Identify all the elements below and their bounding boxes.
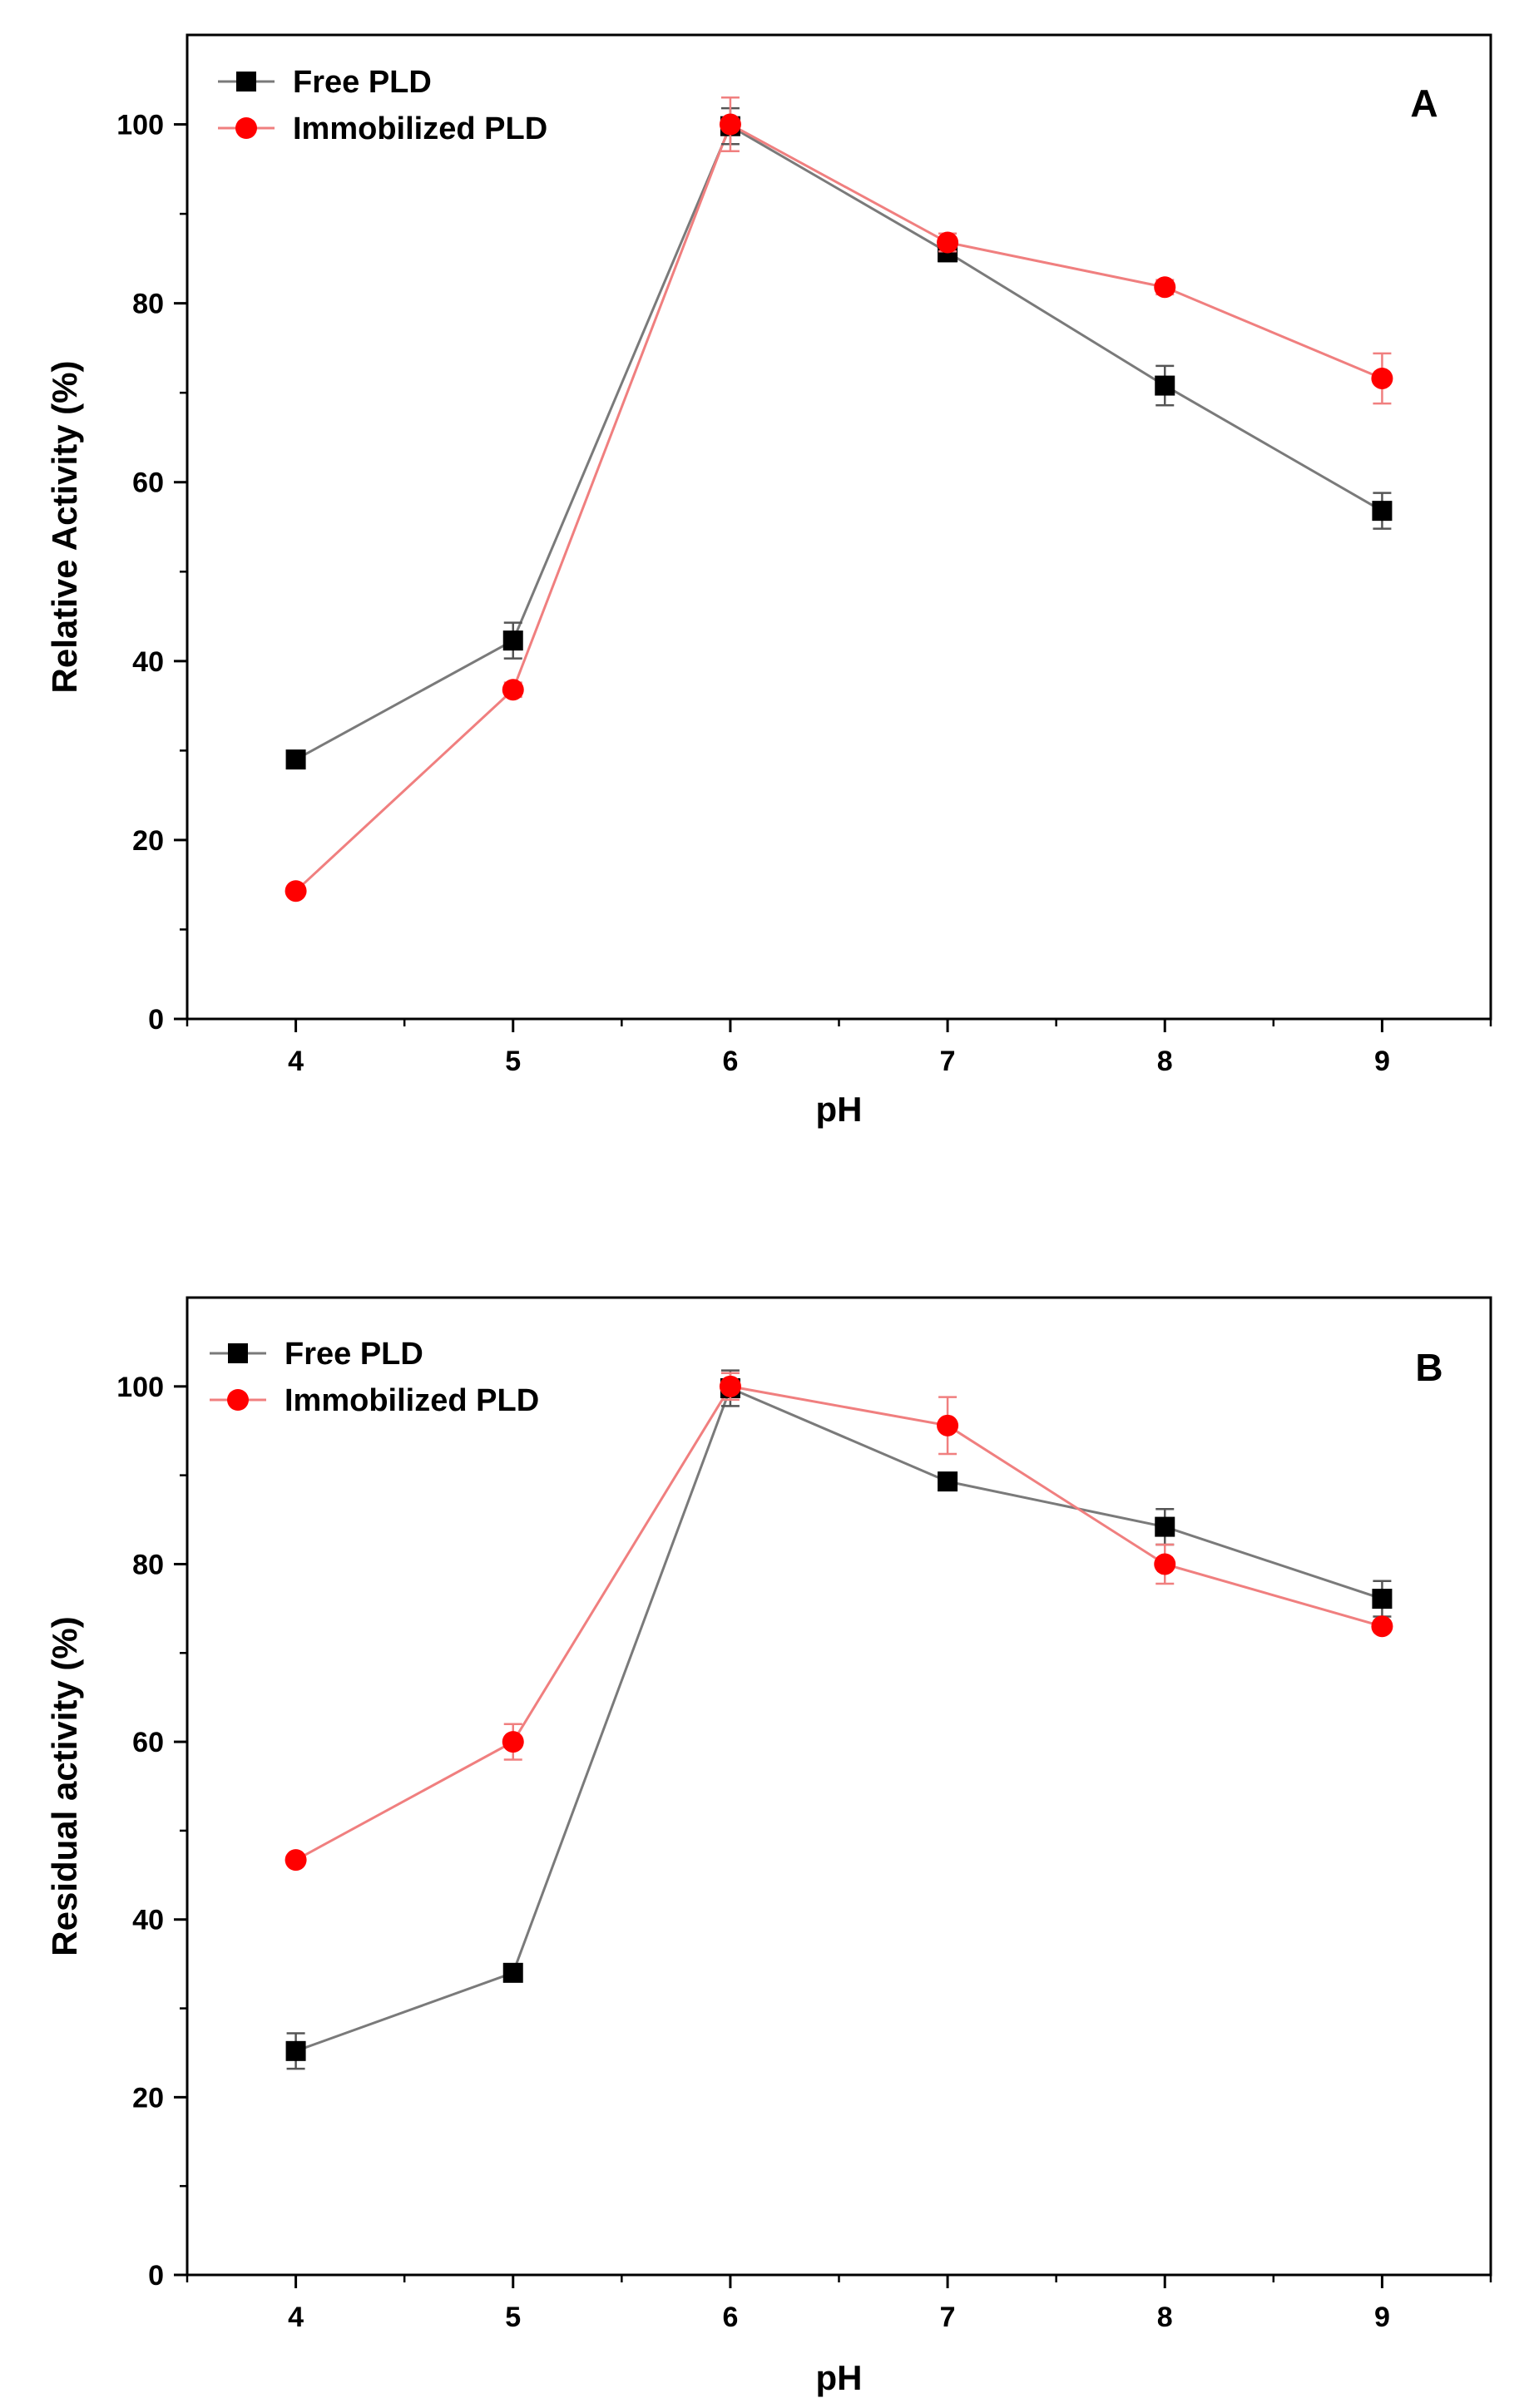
x-tick-label: 9 [1374, 1046, 1390, 1077]
x-tick-label: 5 [505, 1046, 521, 1077]
data-point-immobilized-pld [502, 1731, 524, 1753]
data-point-free-pld [502, 630, 523, 651]
legend-label-free-pld: Free PLD [293, 65, 432, 100]
data-point-free-pld [285, 749, 306, 770]
chart-panel-a: 4 5 6 7 8 9 0 20 40 60 80 100 pH Relative Activity … [45, 33, 1492, 1129]
y-axis-title-b: Residual activity (%) [45, 1616, 84, 1956]
data-point-immobilized-pld [719, 1375, 741, 1397]
immobilized-pld-line [294, 122, 1383, 892]
data-point-immobilized-pld [1371, 1615, 1393, 1638]
plot-frame-b [186, 1296, 1492, 2277]
data-point-immobilized-pld [1154, 1553, 1176, 1575]
x-tick-label: 8 [1157, 1046, 1173, 1077]
chart-panel-b: 4 5 6 7 8 9 0 20 40 60 80 100 pH Residual activity … [45, 1296, 1492, 2397]
panel-label-b: B [1415, 1346, 1442, 1389]
y-tick-label: 80 [132, 1549, 164, 1580]
data-point-immobilized-pld [285, 1849, 307, 1872]
y-tick-label: 0 [148, 1004, 164, 1036]
legend-circle-marker [227, 1389, 249, 1411]
legend-b: Free PLD Immobilized PLD [210, 1337, 539, 1418]
data-point-immobilized-pld [937, 1414, 959, 1436]
axes-b: 4 5 6 7 8 9 0 20 40 60 80 100 [116, 1372, 1492, 2333]
x-tick-label: 6 [722, 1046, 738, 1077]
y-tick-label: 40 [132, 1905, 164, 1936]
legend-square-marker [236, 72, 256, 91]
immobilized-pld-line [294, 1385, 1383, 1862]
data-point-immobilized-pld [719, 113, 741, 136]
x-tick-label: 9 [1374, 2302, 1390, 2333]
x-tick-label: 6 [722, 2302, 738, 2333]
x-axis-title-a: pH [816, 1090, 863, 1129]
axes-a: 4 5 6 7 8 9 0 20 40 60 80 100 [116, 110, 1492, 1077]
data-point-free-pld [1155, 1516, 1175, 1537]
y-tick-label: 80 [132, 289, 164, 320]
x-tick-label: 7 [940, 1046, 956, 1077]
legend-label-immobilized-pld: Immobilized PLD [293, 111, 547, 146]
data-point-free-pld [938, 1471, 958, 1492]
legend-a: Free PLD Immobilized PLD [218, 65, 547, 146]
data-point-free-pld [502, 1962, 523, 1983]
y-tick-label: 100 [116, 110, 164, 141]
data-point-free-pld [285, 2040, 306, 2061]
data-point-immobilized-pld [502, 679, 524, 701]
panel-label-a: A [1410, 82, 1438, 125]
x-axis-title-b: pH [816, 2358, 863, 2397]
legend-label-free-pld: Free PLD [285, 1337, 423, 1372]
y-tick-label: 0 [148, 2260, 164, 2292]
data-point-immobilized-pld [1371, 367, 1393, 389]
data-point-immobilized-pld [285, 880, 307, 902]
x-tick-label: 4 [288, 1046, 304, 1077]
y-tick-label: 100 [116, 1372, 164, 1403]
y-tick-label: 60 [132, 1727, 164, 1758]
legend-label-immobilized-pld: Immobilized PLD [285, 1383, 539, 1418]
free-pld-line [294, 124, 1383, 761]
data-point-free-pld [1372, 501, 1393, 522]
series-layer-b [285, 1369, 1393, 2070]
data-point-free-pld [1155, 375, 1175, 396]
data-point-immobilized-pld [937, 231, 959, 254]
legend-circle-marker [235, 117, 257, 139]
x-tick-label: 7 [940, 2302, 956, 2333]
data-point-free-pld [1372, 1589, 1393, 1609]
y-tick-label: 20 [132, 825, 164, 857]
data-point-immobilized-pld [1154, 276, 1176, 299]
free-pld-line [295, 1386, 1383, 2053]
series-layer-a [285, 96, 1393, 902]
y-tick-label: 60 [132, 467, 164, 499]
x-tick-label: 8 [1157, 2302, 1173, 2333]
legend-square-marker [228, 1343, 248, 1363]
y-tick-label: 20 [132, 2082, 164, 2114]
x-tick-label: 4 [288, 2302, 304, 2333]
y-tick-label: 40 [132, 646, 164, 678]
x-tick-label: 5 [505, 2302, 521, 2333]
y-axis-title-a: Relative Activity (%) [45, 361, 84, 694]
